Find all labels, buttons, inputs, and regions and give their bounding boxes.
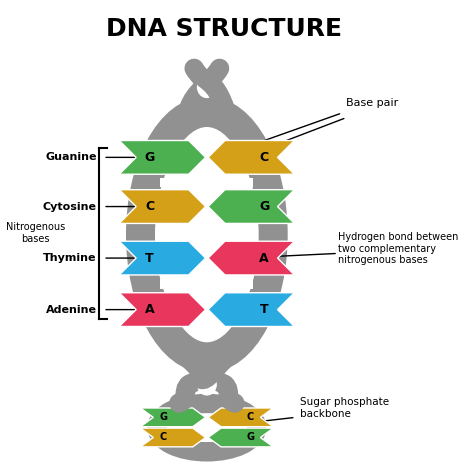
Polygon shape (208, 241, 294, 275)
Text: Guanine: Guanine (46, 152, 97, 163)
FancyBboxPatch shape (173, 422, 241, 428)
Text: T: T (260, 303, 269, 316)
Ellipse shape (155, 134, 259, 336)
Text: Cytosine: Cytosine (43, 201, 97, 211)
FancyBboxPatch shape (160, 279, 254, 289)
Text: G: G (159, 412, 167, 422)
Text: G: G (145, 151, 155, 164)
Polygon shape (119, 241, 206, 275)
Text: G: G (246, 432, 255, 443)
Polygon shape (140, 408, 206, 427)
Polygon shape (140, 428, 206, 447)
Text: A: A (145, 303, 154, 316)
Text: Base pair: Base pair (346, 98, 399, 108)
Text: DNA STRUCTURE: DNA STRUCTURE (106, 17, 342, 41)
Polygon shape (208, 293, 294, 327)
Polygon shape (208, 190, 294, 223)
Polygon shape (119, 293, 206, 327)
Polygon shape (119, 140, 206, 174)
FancyBboxPatch shape (160, 228, 254, 237)
Ellipse shape (169, 414, 245, 442)
Text: Adenine: Adenine (46, 305, 97, 315)
Text: C: C (260, 151, 269, 164)
Text: A: A (259, 252, 269, 264)
Text: C: C (160, 432, 167, 443)
Polygon shape (119, 190, 206, 223)
Text: T: T (145, 252, 154, 264)
Circle shape (198, 77, 216, 97)
Text: C: C (247, 412, 254, 422)
Text: Sugar phosphate
backbone: Sugar phosphate backbone (300, 397, 389, 419)
Polygon shape (208, 408, 273, 427)
Text: Nitrogenous
bases: Nitrogenous bases (6, 222, 65, 244)
Ellipse shape (141, 112, 273, 357)
Circle shape (198, 374, 216, 395)
Ellipse shape (157, 403, 256, 452)
FancyBboxPatch shape (160, 177, 254, 187)
Polygon shape (208, 140, 294, 174)
Text: C: C (145, 200, 154, 213)
Text: G: G (259, 200, 269, 213)
Polygon shape (208, 428, 273, 447)
Text: Thymine: Thymine (43, 253, 97, 263)
Text: Hydrogen bond between
two complementary
nitrogenous bases: Hydrogen bond between two complementary … (338, 232, 458, 265)
